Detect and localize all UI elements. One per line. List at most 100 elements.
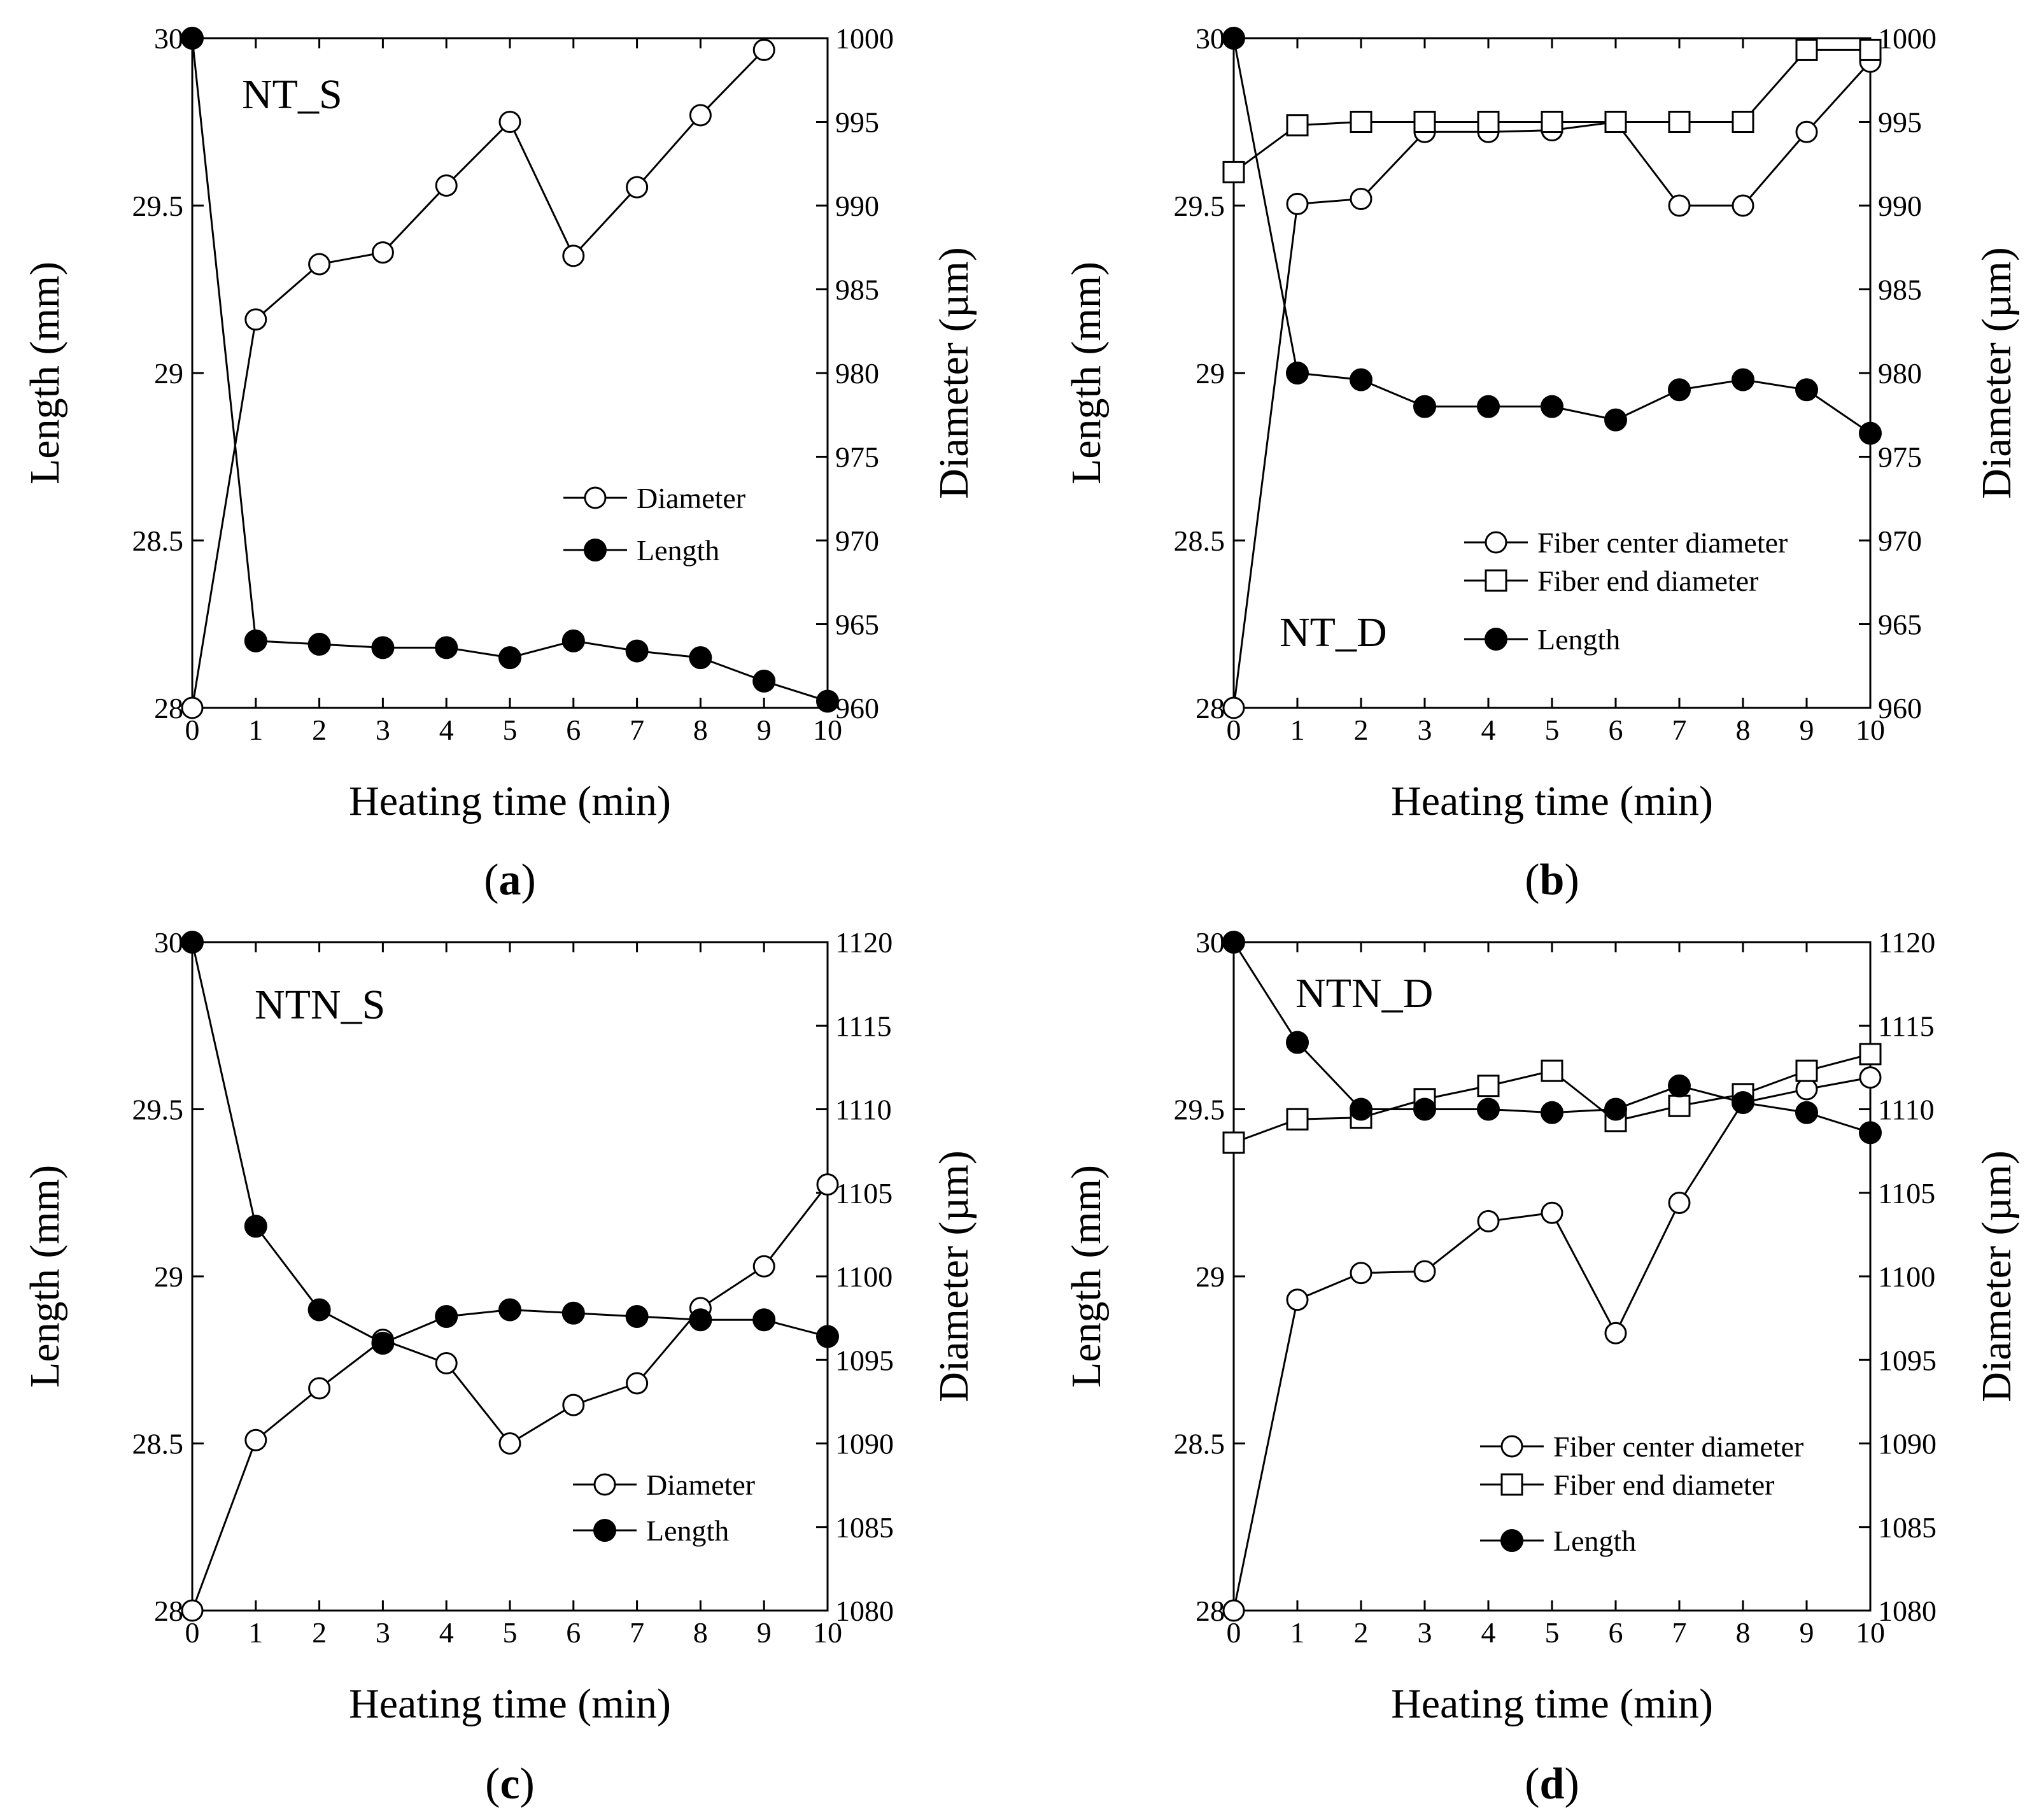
y-tick-label-left: 28 <box>154 1595 183 1627</box>
data-point <box>1222 1131 1245 1154</box>
data-point <box>1222 27 1245 50</box>
data-point <box>181 27 204 50</box>
data-point <box>435 174 458 197</box>
data-point <box>1477 111 1500 133</box>
y-tick-label-right: 965 <box>1878 609 1922 641</box>
x-tick-label: 2 <box>312 1616 327 1649</box>
y-tick-label-right: 1000 <box>835 22 894 55</box>
data-point <box>562 1393 585 1416</box>
y-axis-label-left: Length (mm) <box>22 1165 68 1388</box>
x-tick-label: 6 <box>566 714 581 746</box>
legend-label: Fiber center diameter <box>1553 1430 1803 1463</box>
data-point <box>561 1301 585 1325</box>
y-tick-label-left: 29 <box>154 357 183 390</box>
data-point <box>498 646 521 670</box>
y-tick-label-right: 1085 <box>835 1511 894 1544</box>
data-point <box>1286 1108 1309 1131</box>
data-point <box>308 1377 331 1400</box>
y-tick-label-left: 30 <box>1196 22 1225 55</box>
x-tick-label: 0 <box>1227 1616 1241 1649</box>
panel-label-open: ( <box>1525 856 1539 905</box>
plot-frame <box>191 37 829 709</box>
data-point <box>1668 1192 1691 1214</box>
y-tick-label-left: 28 <box>1196 1595 1225 1627</box>
data-point <box>244 308 267 331</box>
data-point <box>1222 931 1245 954</box>
data-point <box>1222 160 1245 183</box>
legend-marker <box>584 539 607 561</box>
legend-entry: Diameter <box>573 1469 755 1501</box>
data-point <box>1350 1262 1372 1285</box>
panel-label: (b) <box>1525 856 1579 905</box>
legend-marker <box>584 486 607 509</box>
data-point <box>371 1332 395 1355</box>
data-point <box>371 241 394 264</box>
panel-label-close: ) <box>1564 856 1579 905</box>
panel-label: (d) <box>1525 1760 1579 1809</box>
panel-annotation: NT_D <box>1280 609 1387 656</box>
y-tick-label-right: 985 <box>835 274 879 306</box>
panel-label-letter: a <box>499 856 521 905</box>
panel-label-close: ) <box>1564 1760 1579 1809</box>
data-point <box>1859 421 1882 445</box>
data-point <box>1859 1043 1882 1066</box>
legend-entry: Length <box>1480 1525 1636 1557</box>
y-tick-label-right: 1090 <box>1878 1428 1937 1460</box>
data-point <box>1604 111 1627 133</box>
legend-label: Length <box>637 534 719 567</box>
legend-entry: Fiber end diameter <box>1480 1469 1774 1501</box>
x-tick-label: 3 <box>376 714 390 746</box>
data-point <box>816 1173 839 1196</box>
x-tick-label: 3 <box>376 1616 390 1649</box>
x-axis-label: Heating time (min) <box>349 1681 671 1727</box>
series-line <box>191 1183 829 1611</box>
data-point <box>626 1372 649 1395</box>
x-tick-label: 0 <box>185 1616 200 1649</box>
data-point <box>1604 1322 1627 1344</box>
panel-label: (c) <box>485 1760 535 1809</box>
data-point <box>1668 111 1691 133</box>
chart-panel-b: 0 1 2 3 4 5 6 7 8 9 10 28 28.5 29 29.5 30 960 965 970 975 98… <box>1063 22 2020 905</box>
data-point <box>1413 1260 1436 1283</box>
data-point <box>1477 1075 1500 1097</box>
y-tick-label-right: 1120 <box>1878 926 1935 959</box>
panel-label-close: ) <box>521 856 536 905</box>
y-axis-label-left: Length (mm) <box>22 262 68 484</box>
data-point <box>498 111 521 133</box>
x-tick-label: 5 <box>1545 714 1560 746</box>
y-axis-label-left: Length (mm) <box>1063 1165 1110 1388</box>
legend-label: Diameter <box>646 1469 755 1501</box>
x-tick-label: 5 <box>503 714 518 746</box>
x-tick-label: 6 <box>1609 1616 1623 1649</box>
data-point <box>181 696 204 719</box>
data-point <box>752 1255 775 1278</box>
data-point <box>1732 368 1754 392</box>
data-point <box>1795 1101 1818 1124</box>
x-tick-label: 5 <box>1545 1616 1560 1649</box>
data-point <box>1541 1101 1563 1124</box>
y-tick-label-right: 1095 <box>835 1344 894 1376</box>
x-axis-label: Heating time (min) <box>1391 778 1713 824</box>
data-point <box>689 104 712 127</box>
data-point <box>498 1432 521 1455</box>
data-point <box>435 1352 458 1374</box>
data-point <box>1477 1210 1500 1232</box>
data-point <box>816 1325 839 1348</box>
y-tick-label-right: 1100 <box>835 1260 893 1293</box>
data-point <box>307 1298 331 1322</box>
x-tick-label: 1 <box>248 1616 263 1649</box>
y-tick-label-right: 1095 <box>1878 1344 1937 1376</box>
x-tick-label: 7 <box>1672 714 1687 746</box>
series-line <box>191 49 765 709</box>
data-point <box>498 1298 521 1322</box>
x-tick-label: 2 <box>1354 714 1369 746</box>
x-tick-label: 9 <box>1800 714 1814 746</box>
data-point <box>1350 187 1372 210</box>
series-length <box>1222 27 1882 445</box>
panel-label-letter: b <box>1540 856 1565 905</box>
x-tick-label: 0 <box>1227 714 1241 746</box>
x-tick-label: 10 <box>1856 714 1885 746</box>
data-point <box>1795 378 1818 402</box>
y-tick-label-right: 1080 <box>835 1595 894 1627</box>
x-tick-label: 8 <box>693 1616 708 1649</box>
